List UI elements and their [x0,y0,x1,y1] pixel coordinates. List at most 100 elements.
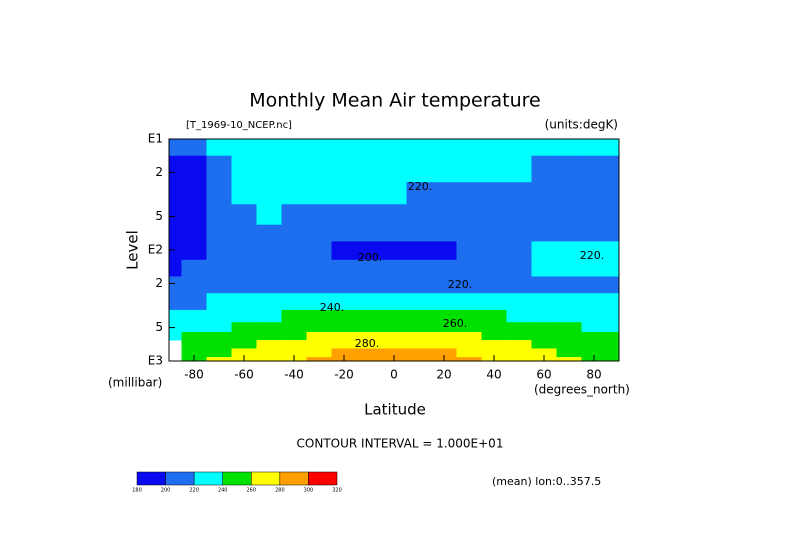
field-cell [406,340,432,349]
field-cell [206,204,232,226]
x-tick-label: -80 [184,368,204,382]
field-cell [606,322,620,333]
field-cell [206,241,232,261]
field-cell [431,241,457,261]
field-cell [381,276,407,294]
field-cell [181,259,207,277]
field-cell [356,322,382,333]
field-cell [456,340,482,349]
field-cell [306,155,332,183]
field-cell [356,357,382,362]
field-cell [606,139,620,157]
field-cell [456,259,482,277]
field-cell [256,309,282,323]
field-cell [169,259,182,277]
field-cell [406,309,432,323]
field-cell [431,331,457,341]
field-cell [531,204,557,226]
x-axis-title: Latitude [364,401,426,419]
field-cell [481,139,507,157]
field-cell [506,259,532,277]
field-cell [281,322,307,333]
field-cell [181,348,207,358]
y-tick-label: 5 [155,320,163,334]
field-cell [431,259,457,277]
field-cell [331,309,357,323]
field-cell [606,204,620,226]
field-cell [256,357,282,362]
field-cell [506,204,532,226]
field-cell [206,331,232,341]
field-cell [381,241,407,261]
field-cell [406,276,432,294]
field-cell [581,224,607,242]
field-cell [606,224,620,242]
field-cell [181,276,207,294]
colorbar-label: 220 [189,488,199,494]
field-cell [606,182,620,205]
contour-label: 220. [408,180,433,193]
field-cell [256,322,282,333]
colorbar-box [193,471,223,486]
field-cell [406,204,432,226]
field-cell [506,276,532,294]
field-cell [481,241,507,261]
field-cell [331,331,357,341]
field-cell [356,241,382,261]
x-tick-label: 20 [436,368,451,382]
x-tick-label: -60 [234,368,254,382]
field-cell [231,182,257,205]
field-cell [181,182,207,205]
field-cell [531,293,557,311]
field-cell [506,139,532,157]
field-cell [606,348,620,358]
field-cell [556,182,582,205]
colorbar-label: 320 [332,488,342,494]
field-cell [506,182,532,205]
field-cell [456,357,482,362]
field-cell [331,276,357,294]
field-cell [381,348,407,358]
field-cell [256,182,282,205]
x-tick-label: -20 [334,368,354,382]
field-cell [281,241,307,261]
field-cell [256,348,282,358]
field-cell [581,276,607,294]
x-tick-label: -40 [284,368,304,382]
field-cell [331,182,357,205]
field-cell [256,224,282,242]
field-cell [231,224,257,242]
field-cell [206,182,232,205]
x-tick-label: 0 [390,368,398,382]
field-cell [406,182,432,205]
field-cell [581,331,607,341]
field-cell [531,276,557,294]
contour-label: 220. [580,249,605,262]
field-cell [581,259,607,277]
field-cell [431,224,457,242]
field-cell [331,224,357,242]
field-cell [306,259,332,277]
field-cell [381,224,407,242]
field-cell [581,155,607,183]
field-cell [206,357,232,362]
field-cell [481,259,507,277]
field-cell [431,293,457,311]
field-cell [406,357,432,362]
source-label: [T_1969-10_NCEP.nc] [186,120,292,131]
field-cell [556,293,582,311]
field-cell [531,241,557,261]
field-cell [331,293,357,311]
field-cell [456,309,482,323]
field-cell [331,340,357,349]
field-cell [169,182,182,205]
field-cell [581,139,607,157]
field-cell [231,309,257,323]
field-cell [281,309,307,323]
colorbar-label: 180 [132,488,142,494]
field-cell [431,322,457,333]
field-cell [531,259,557,277]
field-cell [406,259,432,277]
field-cell [281,340,307,349]
field-cell [406,293,432,311]
